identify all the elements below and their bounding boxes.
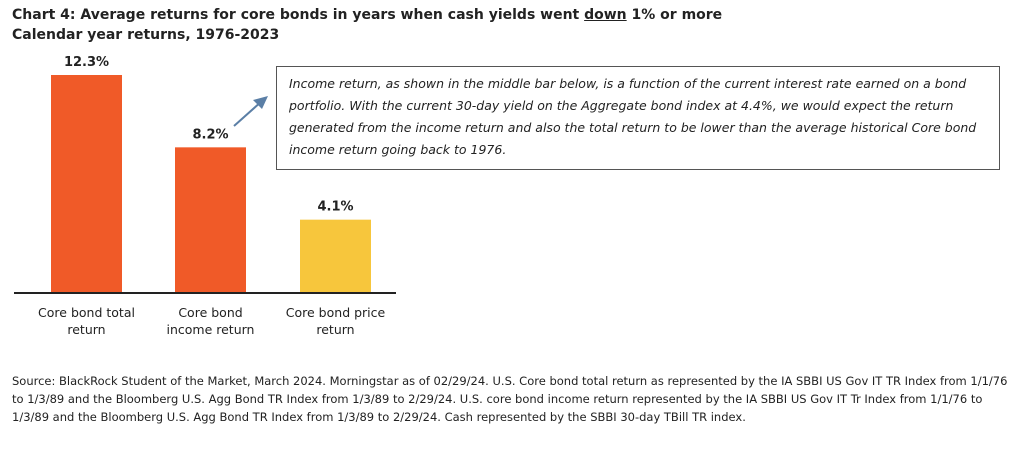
data-label-3: 4.1% (317, 200, 353, 215)
category-label-line: Core bond price (285, 305, 386, 320)
category-label-line: Core bond total (38, 305, 135, 320)
category-label-line: return (316, 322, 355, 337)
data-label-2: 8.2% (192, 127, 228, 142)
callout-box: Income return, as shown in the middle ba… (276, 66, 1000, 170)
source-note: Source: BlackRock Student of the Market,… (12, 374, 1008, 424)
callout-arrow-shaft (233, 100, 263, 127)
category-label-line: Core bond (178, 305, 243, 320)
data-label-1: 12.3% (64, 55, 109, 70)
category-label-1: Core bond total return (17, 304, 157, 338)
chart-title-prefix: Chart 4: Average returns for core bonds … (12, 7, 585, 23)
category-label-2: Core bond income return (141, 304, 281, 338)
bar-1 (51, 75, 122, 292)
category-label-line: income return (166, 322, 255, 337)
category-label-3: Core bond price return (266, 304, 406, 338)
bar-2 (175, 147, 246, 292)
callout-text: Income return, as shown in the middle ba… (289, 76, 977, 157)
callout-arrow-head (253, 96, 268, 109)
chart-title: Chart 4: Average returns for core bonds … (12, 5, 722, 25)
bar-3 (300, 219, 371, 292)
category-label-line: return (67, 322, 106, 337)
chart-title-suffix: 1% or more (626, 7, 723, 23)
chart-title-emphasis: down (584, 7, 627, 23)
chart-subtitle: Calendar year returns, 1976-2023 (12, 27, 280, 43)
